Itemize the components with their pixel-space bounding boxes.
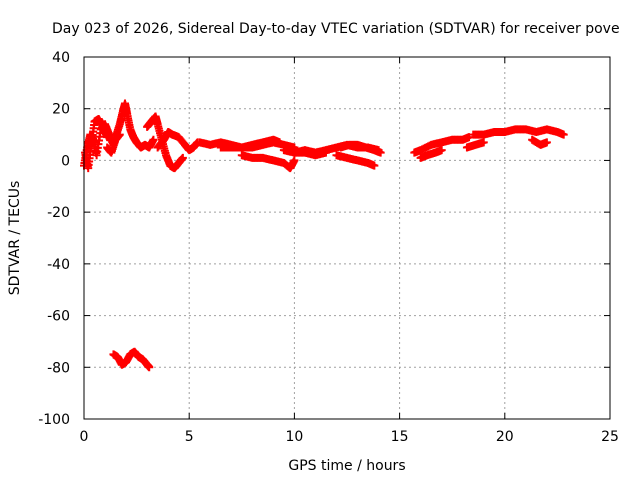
data-point — [103, 133, 112, 142]
x-tick-label: 10 — [285, 429, 303, 445]
data-point — [321, 148, 330, 157]
chart-title: Day 023 of 2026, Sidereal Day-to-day VTE… — [52, 21, 620, 37]
x-tick-label: 25 — [601, 429, 619, 445]
data-point — [178, 153, 187, 162]
y-tick-label: -100 — [38, 412, 70, 428]
axis-ticks: 0 5 10 15 20 25 -100 -80 -60 -40 -20 0 20 40 — [38, 50, 619, 445]
plot-frame — [83, 56, 611, 420]
data-point — [290, 156, 299, 165]
x-tick-label: 20 — [496, 429, 514, 445]
data-points — [80, 99, 568, 372]
data-point — [370, 161, 379, 170]
data-point — [465, 133, 474, 142]
x-tick-label: 15 — [391, 429, 409, 445]
x-tick-label: 0 — [80, 429, 89, 445]
x-axis-label: GPS time / hours — [288, 458, 405, 474]
data-point — [115, 130, 124, 139]
y-tick-label: -20 — [47, 205, 70, 221]
data-point — [542, 138, 551, 147]
y-tick-label: -80 — [47, 360, 70, 376]
y-tick-label: 20 — [52, 102, 70, 118]
y-tick-label: 40 — [52, 50, 70, 66]
data-point — [559, 130, 568, 139]
x-tick-label: 5 — [185, 429, 194, 445]
y-tick-label: -40 — [47, 257, 70, 273]
data-point — [479, 138, 488, 147]
grid-lines — [84, 57, 610, 419]
y-axis-label: SDTVAR / TECUs — [7, 181, 23, 296]
data-point — [275, 138, 284, 147]
data-point — [145, 363, 154, 372]
data-point — [376, 148, 385, 157]
data-point — [149, 135, 158, 144]
y-tick-label: -60 — [47, 309, 70, 325]
data-point — [437, 146, 446, 155]
y-tick-label: 0 — [61, 153, 70, 169]
